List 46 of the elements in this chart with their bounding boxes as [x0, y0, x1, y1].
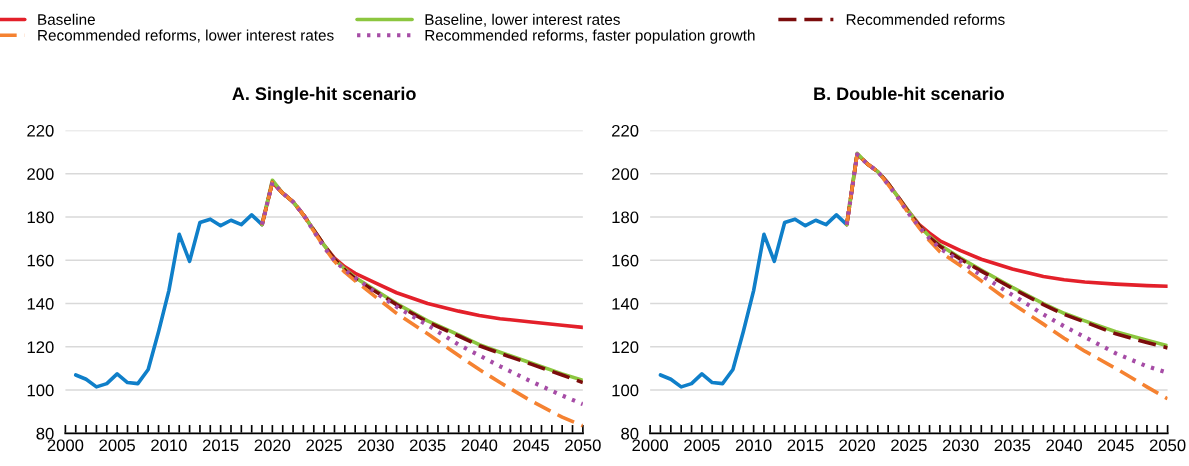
y-tick-label: 80 — [621, 427, 639, 440]
y-tick-label: 100 — [612, 384, 639, 397]
x-tick-label: 2015 — [787, 439, 824, 452]
x-tick-label: 2010 — [151, 439, 187, 452]
x-tick-label: 2035 — [994, 439, 1031, 452]
x-tick-label: 2035 — [409, 439, 446, 452]
legend-label: Recommended reforms, lower interest rates — [38, 29, 334, 43]
x-tick-label: 2015 — [202, 439, 239, 452]
x-tick-label: 2030 — [358, 439, 394, 452]
legend-label: Recommended reforms — [846, 13, 1005, 25]
legend-label: Recommended reforms, faster population growth — [425, 29, 755, 44]
y-tick-label: 220 — [612, 124, 639, 137]
legend-label: Baseline, lower interest rates — [425, 13, 620, 27]
x-tick-label: 2050 — [1149, 439, 1186, 452]
y-tick-label: 140 — [27, 297, 54, 310]
x-tick-label: 2020 — [839, 439, 876, 452]
x-tick-label: 2045 — [1098, 439, 1134, 452]
x-tick-label: 2020 — [254, 439, 291, 452]
x-tick-label: 2040 — [461, 439, 498, 452]
y-tick-label: 100 — [27, 384, 54, 397]
y-tick-label: 80 — [36, 427, 54, 440]
x-tick-label: 2025 — [306, 439, 342, 452]
y-tick-label: 120 — [612, 341, 639, 354]
y-tick-label: 160 — [27, 254, 54, 267]
y-tick-label: 120 — [27, 341, 54, 354]
x-tick-label: 2025 — [891, 439, 927, 452]
y-tick-label: 200 — [612, 168, 639, 180]
x-tick-label: 2000 — [47, 439, 84, 452]
y-tick-label: 180 — [27, 211, 54, 224]
legend-label: Baseline — [38, 13, 95, 25]
x-tick-label: 2005 — [99, 439, 135, 452]
line-series — [73, 213, 264, 389]
chart-title: B. Double-hit scenario — [814, 86, 1004, 101]
x-tick-label: 2000 — [632, 439, 669, 452]
x-tick-label: 2010 — [735, 439, 772, 452]
y-tick-label: 200 — [27, 168, 54, 180]
y-tick-label: 160 — [612, 254, 639, 267]
y-tick-label: 220 — [27, 124, 54, 137]
x-tick-label: 2005 — [684, 439, 720, 452]
chart-title: A. Single-hit scenario — [232, 86, 416, 104]
y-tick-label: 180 — [612, 211, 639, 224]
x-tick-label: 2050 — [565, 439, 601, 452]
x-tick-label: 2045 — [513, 439, 549, 452]
y-tick-label: 140 — [612, 297, 639, 310]
x-tick-label: 2030 — [942, 439, 979, 452]
x-tick-label: 2040 — [1046, 439, 1082, 452]
